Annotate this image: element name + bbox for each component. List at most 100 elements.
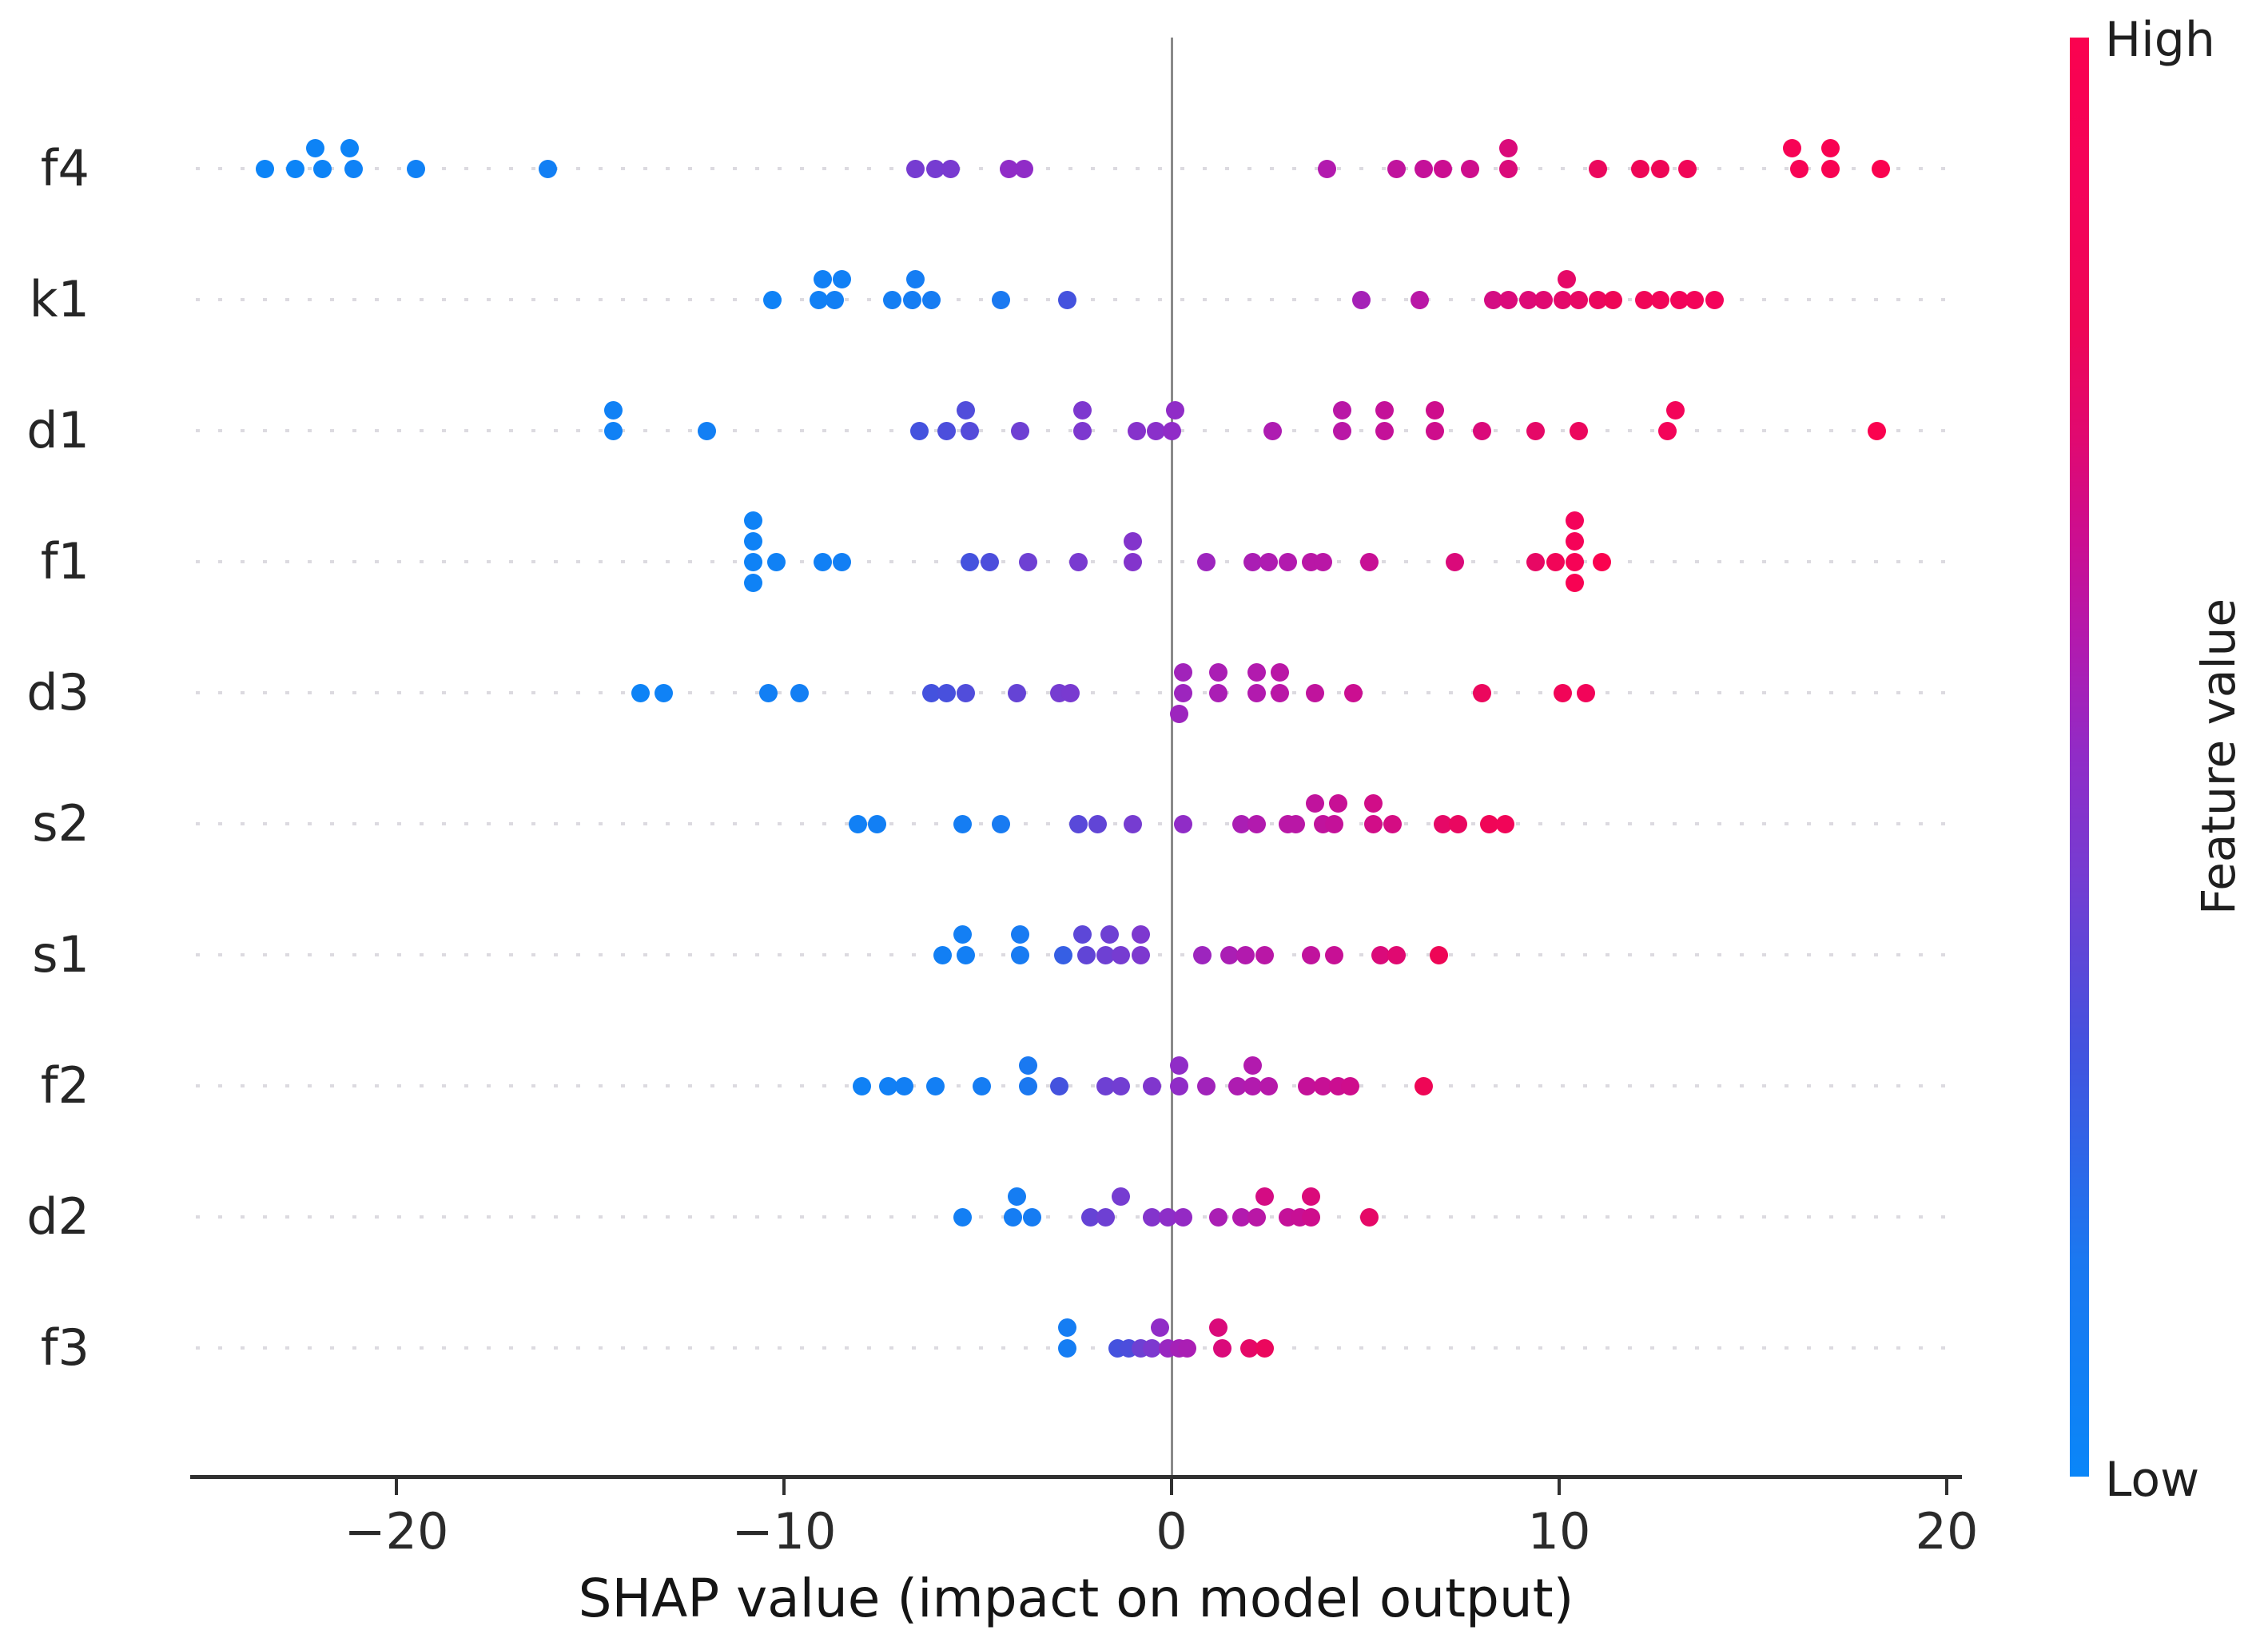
shap-point-f4 bbox=[925, 159, 945, 178]
shap-point-d3 bbox=[937, 683, 957, 702]
shap-point-f2 bbox=[972, 1076, 991, 1095]
shap-point-d3 bbox=[1007, 683, 1026, 702]
shap-point-d1 bbox=[1472, 421, 1491, 440]
shap-point-s2 bbox=[1124, 814, 1142, 833]
shap-point-f3 bbox=[1143, 1338, 1162, 1358]
shap-point-d1 bbox=[1375, 421, 1395, 440]
shap-point-f2 bbox=[1112, 1076, 1131, 1095]
shap-point-f1 bbox=[1359, 552, 1379, 571]
shap-point-f4 bbox=[286, 159, 305, 178]
shap-point-f1 bbox=[1019, 552, 1038, 571]
shap-point-s2 bbox=[1480, 814, 1499, 833]
shap-point-f2 bbox=[1243, 1056, 1263, 1075]
shap-point-d3 bbox=[1577, 683, 1596, 702]
shap-point-d2 bbox=[1143, 1207, 1162, 1227]
shap-point-f1 bbox=[1526, 552, 1546, 571]
shap-point-d1 bbox=[1868, 421, 1887, 440]
shap-point-d3 bbox=[1271, 662, 1290, 682]
shap-point-d1 bbox=[1526, 421, 1546, 440]
colorbar-axis-title: Feature value bbox=[2191, 598, 2246, 915]
shap-point-d2 bbox=[1208, 1207, 1228, 1227]
shap-point-f2 bbox=[1019, 1076, 1038, 1095]
shap-point-f1 bbox=[1565, 531, 1584, 551]
shap-point-f2 bbox=[1298, 1076, 1317, 1095]
shap-point-d3 bbox=[1174, 662, 1193, 682]
shap-point-k1 bbox=[814, 269, 832, 288]
shap-point-f4 bbox=[1460, 159, 1479, 178]
shap-point-f1 bbox=[766, 552, 786, 571]
shap-point-d1 bbox=[1375, 400, 1395, 419]
shap-point-s1 bbox=[1430, 945, 1449, 964]
shap-point-s2 bbox=[1286, 814, 1305, 833]
shap-point-f2 bbox=[1197, 1076, 1216, 1095]
shap-point-f4 bbox=[1589, 159, 1607, 178]
shap-point-f1 bbox=[1197, 552, 1216, 571]
shap-point-f1 bbox=[1445, 552, 1464, 571]
shap-point-s2 bbox=[867, 814, 886, 833]
shap-point-d1 bbox=[1127, 421, 1146, 440]
shap-point-s2 bbox=[1174, 814, 1193, 833]
feature-label-f1: f1 bbox=[40, 532, 90, 590]
shap-point-d1 bbox=[961, 421, 980, 440]
row-gridline-d2 bbox=[196, 1215, 1956, 1219]
feature-label-d1: d1 bbox=[26, 401, 90, 459]
shap-point-f4 bbox=[406, 159, 425, 178]
shap-point-f1 bbox=[1069, 552, 1088, 571]
shap-point-d3 bbox=[921, 683, 941, 702]
shap-point-k1 bbox=[1499, 290, 1518, 309]
shap-point-d1 bbox=[604, 400, 623, 419]
shap-point-d2 bbox=[1158, 1207, 1177, 1227]
shap-point-k1 bbox=[1569, 290, 1588, 309]
shap-point-d2 bbox=[1112, 1187, 1131, 1206]
shap-point-d3 bbox=[1170, 704, 1189, 723]
shap-point-s2 bbox=[1231, 814, 1251, 833]
shap-point-d2 bbox=[1003, 1207, 1022, 1227]
shap-point-d3 bbox=[1472, 683, 1491, 702]
shap-point-f4 bbox=[538, 159, 557, 178]
shap-point-f4 bbox=[1650, 159, 1669, 178]
shap-point-f1 bbox=[1124, 552, 1142, 571]
shap-point-d3 bbox=[631, 683, 651, 702]
shap-point-f1 bbox=[814, 552, 832, 571]
colorbar-gradient bbox=[2070, 38, 2089, 1477]
shap-point-f3 bbox=[1057, 1338, 1076, 1358]
shap-point-s2 bbox=[1325, 814, 1344, 833]
shap-point-f4 bbox=[906, 159, 925, 178]
shap-point-d3 bbox=[1174, 683, 1193, 702]
shap-point-d2 bbox=[1174, 1207, 1193, 1227]
shap-point-f1 bbox=[1565, 552, 1584, 571]
shap-point-k1 bbox=[1534, 290, 1554, 309]
shap-point-f4 bbox=[1631, 159, 1650, 178]
shap-point-f2 bbox=[1340, 1076, 1359, 1095]
shap-point-f2 bbox=[1170, 1056, 1189, 1075]
x-tick-label: −10 bbox=[731, 1502, 837, 1561]
shap-point-s1 bbox=[1235, 945, 1255, 964]
shap-point-k1 bbox=[1484, 290, 1503, 309]
shap-point-d1 bbox=[1569, 421, 1588, 440]
shap-point-d3 bbox=[1271, 683, 1290, 702]
shap-point-f2 bbox=[894, 1076, 913, 1095]
shap-point-k1 bbox=[1685, 290, 1705, 309]
shap-point-f3 bbox=[1208, 1318, 1228, 1337]
shap-point-s2 bbox=[992, 814, 1011, 833]
feature-label-d3: d3 bbox=[26, 663, 90, 722]
shap-point-f1 bbox=[743, 531, 762, 551]
shap-point-f4 bbox=[1872, 159, 1891, 178]
shap-point-s1 bbox=[933, 945, 953, 964]
x-axis-line bbox=[190, 1475, 1962, 1479]
shap-point-f2 bbox=[1049, 1076, 1068, 1095]
shap-point-f4 bbox=[255, 159, 274, 178]
shap-point-s1 bbox=[953, 924, 972, 944]
shap-point-k1 bbox=[1635, 290, 1654, 309]
shap-point-f1 bbox=[980, 552, 999, 571]
colorbar-high-label: High bbox=[2105, 12, 2215, 68]
shap-point-s1 bbox=[1193, 945, 1212, 964]
shap-point-f4 bbox=[1317, 159, 1336, 178]
shap-point-d2 bbox=[1247, 1207, 1267, 1227]
shap-point-d1 bbox=[1162, 421, 1181, 440]
shap-point-s2 bbox=[1434, 814, 1452, 833]
shap-point-d1 bbox=[937, 421, 957, 440]
shap-point-s2 bbox=[1069, 814, 1088, 833]
shap-point-f4 bbox=[1790, 159, 1809, 178]
shap-point-s2 bbox=[1329, 793, 1348, 813]
